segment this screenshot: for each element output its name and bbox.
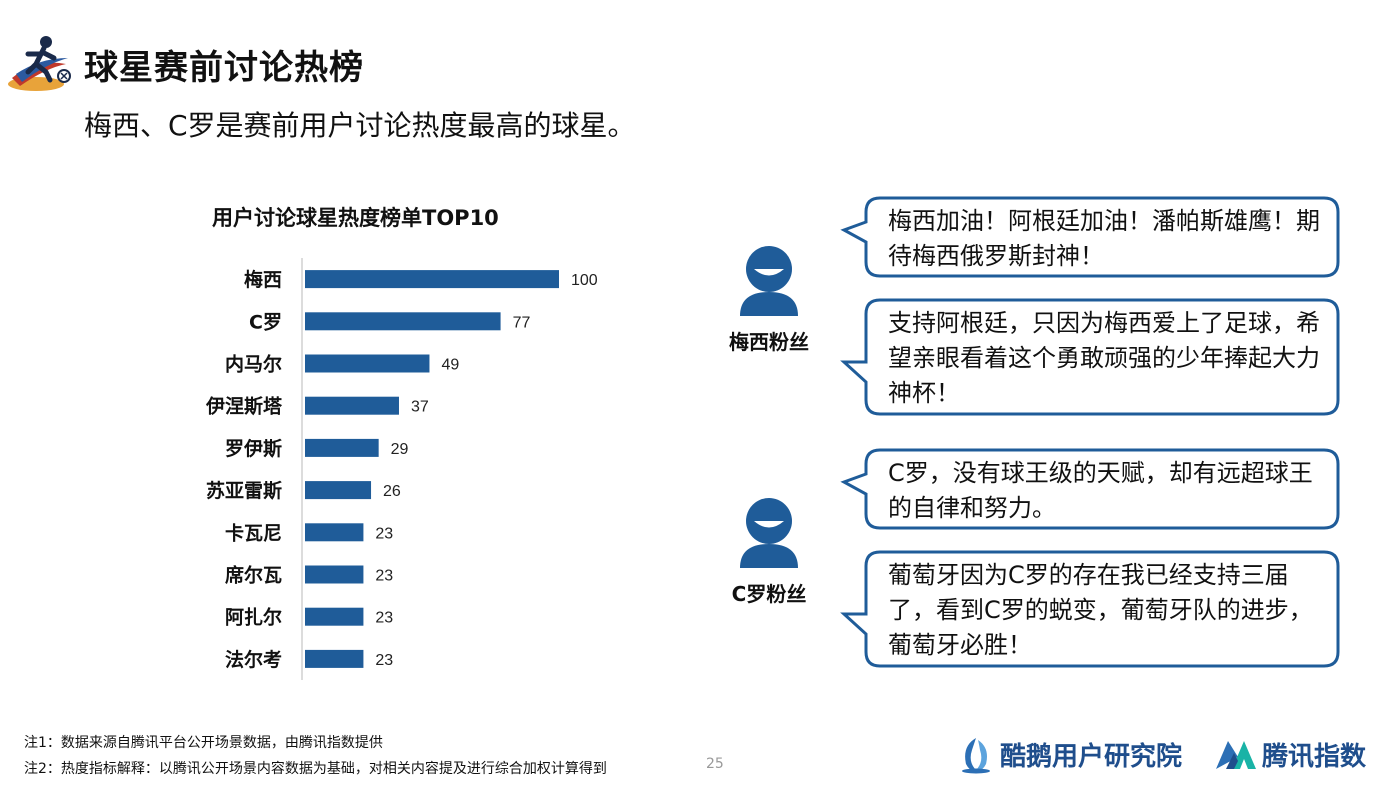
value-label: 23 bbox=[375, 525, 393, 542]
bar bbox=[305, 523, 364, 542]
fan-label-messi: 梅西粉丝 bbox=[729, 330, 809, 354]
brand-tencent-index: 腾讯指数 bbox=[1214, 734, 1366, 774]
brand-right-name: 腾讯指数 bbox=[1262, 741, 1367, 772]
value-label: 37 bbox=[411, 399, 429, 416]
bar-chart: 梅西 100 C罗 77 内马尔 49 伊涅斯塔 37 罗伊斯 29 苏亚雷斯 26 卡瓦尼 23 席尔瓦 2… bbox=[205, 258, 598, 680]
brand-kue: 酷鹅用户研究院 bbox=[956, 734, 1182, 774]
comment-text: C罗，没有球王级的天赋，却有远超球王的自律和努力。 bbox=[888, 459, 1313, 522]
bar bbox=[305, 438, 379, 457]
bubble-shape bbox=[840, 298, 1340, 416]
user-avatar-icon bbox=[740, 498, 798, 568]
category-label: 内马尔 bbox=[225, 353, 282, 376]
bubble-shape bbox=[840, 448, 1340, 530]
category-label: 阿扎尔 bbox=[225, 606, 282, 629]
bar bbox=[305, 312, 501, 331]
comment-bubble: 支持阿根廷，只因为梅西爱上了足球，希望亲眼看着这个勇敢顽强的少年捧起大力神杯！ bbox=[840, 298, 1340, 418]
value-label: 49 bbox=[441, 357, 459, 374]
value-label: 23 bbox=[375, 610, 393, 627]
value-label: 77 bbox=[513, 314, 531, 331]
chart-title: 用户讨论球星热度榜单TOP10 bbox=[212, 206, 499, 230]
comment-text: 葡萄牙因为C罗的存在我已经支持三届了，看到C罗的蜕变，葡萄牙队的进步，葡萄牙必胜… bbox=[888, 561, 1313, 659]
footnote-1: 注1：数据来源自腾讯平台公开场景数据，由腾讯指数提供 bbox=[24, 735, 383, 751]
bar bbox=[305, 481, 372, 500]
bar bbox=[305, 396, 399, 415]
value-label: 23 bbox=[375, 568, 393, 585]
messi-fan-group: 梅西粉丝 bbox=[704, 244, 834, 355]
bar bbox=[305, 649, 364, 668]
category-label: 罗伊斯 bbox=[225, 437, 282, 460]
value-label: 100 bbox=[571, 272, 598, 289]
bubble-shape bbox=[840, 196, 1340, 278]
football-player-logo-icon bbox=[8, 36, 71, 91]
page-title: 球星赛前讨论热榜 bbox=[84, 48, 364, 88]
value-label: 29 bbox=[391, 441, 409, 458]
user-avatar-icon bbox=[740, 246, 798, 316]
bar bbox=[305, 607, 364, 626]
bar bbox=[305, 565, 364, 584]
comment-bubble: 梅西加油！阿根廷加油！潘帕斯雄鹰！期待梅西俄罗斯封神！ bbox=[840, 196, 1340, 280]
penguin-logo-icon bbox=[962, 738, 990, 774]
brand-left-name: 酷鹅用户研究院 bbox=[1000, 741, 1183, 772]
value-label: 23 bbox=[375, 652, 393, 669]
comment-text: 支持阿根廷，只因为梅西爱上了足球，希望亲眼看着这个勇敢顽强的少年捧起大力神杯！ bbox=[888, 309, 1320, 407]
category-label: 苏亚雷斯 bbox=[206, 479, 282, 502]
bar bbox=[305, 270, 559, 289]
fan-label-cr7: C罗粉丝 bbox=[731, 582, 807, 606]
comment-bubble: 葡萄牙因为C罗的存在我已经支持三届了，看到C罗的蜕变，葡萄牙队的进步，葡萄牙必胜… bbox=[840, 550, 1340, 670]
page-number: 25 bbox=[706, 756, 724, 772]
value-label: 26 bbox=[383, 483, 401, 500]
category-label: 法尔考 bbox=[225, 648, 282, 671]
comment-text: 梅西加油！阿根廷加油！潘帕斯雄鹰！期待梅西俄罗斯封神！ bbox=[888, 207, 1320, 270]
bubble-shape bbox=[840, 550, 1340, 668]
category-label: 卡瓦尼 bbox=[225, 521, 282, 544]
category-label: C罗 bbox=[249, 311, 282, 333]
category-label: 席尔瓦 bbox=[225, 564, 282, 587]
page-subtitle: 梅西、C罗是赛前用户讨论热度最高的球星。 bbox=[84, 109, 636, 142]
cr7-fan-group: C罗粉丝 bbox=[704, 496, 834, 607]
footnote-2: 注2：热度指标解释：以腾讯公开场景内容数据为基础，对相关内容提及进行综合加权计算… bbox=[24, 761, 607, 777]
category-label: 伊涅斯塔 bbox=[205, 395, 283, 418]
category-label: 梅西 bbox=[244, 268, 282, 291]
bar bbox=[305, 354, 430, 373]
comment-bubble: C罗，没有球王级的天赋，却有远超球王的自律和努力。 bbox=[840, 448, 1340, 532]
tencent-index-logo-icon bbox=[1216, 741, 1256, 769]
